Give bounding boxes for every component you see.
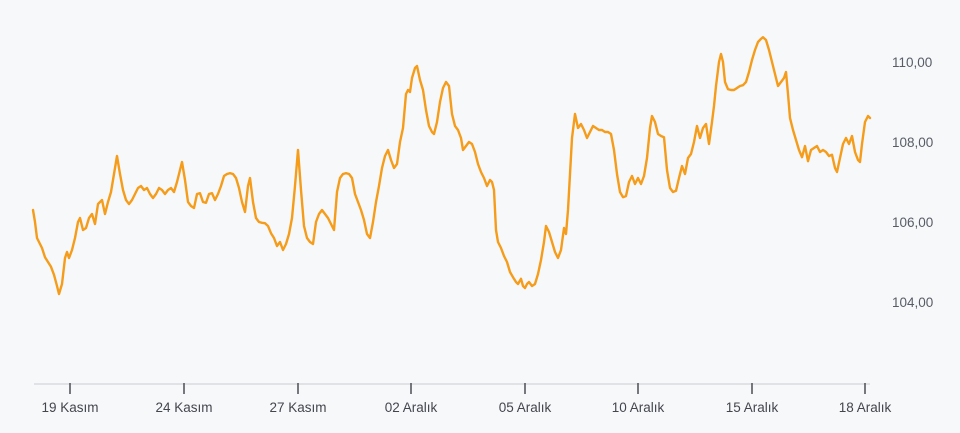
x-axis-tick-label: 05 Aralık	[499, 400, 552, 415]
y-axis-tick-label: 106,00	[892, 215, 933, 230]
x-axis-tick-label: 18 Aralık	[839, 400, 892, 415]
y-axis-tick-label: 108,00	[892, 135, 933, 150]
x-axis-labels: 19 Kasım 24 Kasım 27 Kasım 02 Aralık 05 Aral…	[41, 400, 891, 415]
y-axis-tick-label: 110,00	[892, 55, 932, 70]
price-series-line	[31, 36, 872, 296]
x-axis-tick-label: 24 Kasım	[155, 400, 212, 415]
x-axis-tick-label: 27 Kasım	[269, 400, 326, 415]
x-axis-tick-label: 19 Kasım	[41, 400, 98, 415]
x-axis-tick-label: 10 Aralık	[612, 400, 665, 415]
x-axis-tick-label: 02 Aralık	[385, 400, 438, 415]
y-axis-tick-label: 104,00	[892, 295, 933, 310]
y-axis-labels: 110,00 108,00 106,00 104,00	[892, 55, 933, 310]
x-axis-tick-label: 15 Aralık	[726, 400, 779, 415]
line-series	[31, 36, 872, 296]
x-axis	[34, 383, 870, 394]
